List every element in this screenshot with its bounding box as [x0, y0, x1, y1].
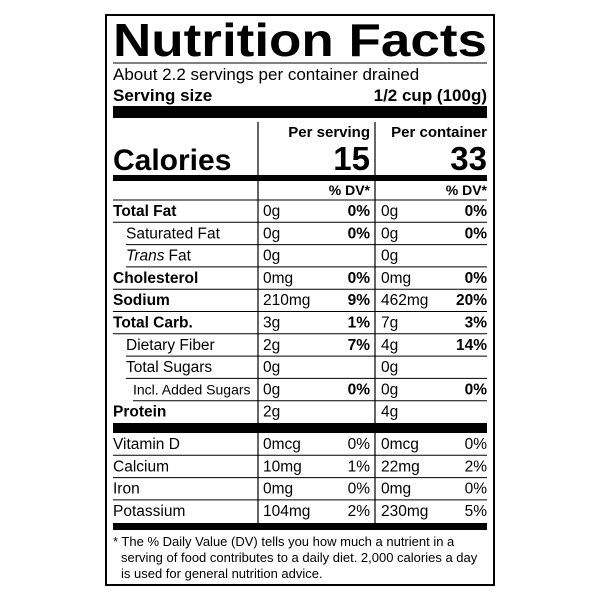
amount: 2g: [263, 404, 280, 421]
amount: 0g: [263, 359, 280, 376]
daily-value: 0%: [348, 436, 371, 453]
amount: 2g: [263, 337, 280, 354]
amount: 0mg: [381, 481, 411, 498]
thick-bar: [113, 423, 487, 433]
daily-value: 1%: [348, 458, 371, 475]
amount: 0mcg: [381, 436, 419, 453]
nutrient-name: Iron: [113, 481, 140, 498]
nutrient-name-italic: Trans: [126, 248, 165, 265]
medium-bar: [113, 175, 487, 181]
footnote: serving of food contributes to a daily d…: [121, 550, 478, 565]
footnote: is used for general nutrition advice.: [121, 566, 323, 581]
nutrient-name: Vitamin D: [113, 436, 180, 453]
column-header: Per container: [391, 124, 487, 141]
daily-value: 0%: [348, 225, 371, 242]
amount: 10mg: [263, 458, 302, 475]
amount: 104mg: [263, 503, 310, 520]
amount: 0mg: [381, 270, 411, 287]
thick-bar: [113, 106, 487, 118]
serving-size-label: Serving size: [113, 86, 212, 105]
dv-header: % DV*: [329, 182, 371, 198]
amount: 0g: [381, 203, 398, 220]
daily-value: 3%: [465, 315, 488, 332]
amount: 0g: [263, 225, 280, 242]
nutrient-name: Protein: [113, 404, 166, 421]
amount: 0g: [381, 359, 398, 376]
nutrient-name-rest: Fat: [168, 248, 191, 265]
dv-header: % DV*: [446, 182, 488, 198]
nutrient-name: Total Sugars: [126, 359, 212, 376]
nutrient-name: Incl. Added Sugars: [133, 381, 251, 397]
daily-value: 0%: [465, 381, 488, 398]
amount: 4g: [381, 404, 398, 421]
nutrient-name: Saturated Fat: [126, 225, 221, 242]
daily-value: 0%: [465, 203, 488, 220]
footnote: * The % Daily Value (DV) tells you how m…: [113, 534, 455, 549]
serving-size: 1/2 cup (100g): [374, 86, 487, 105]
amount: 0g: [381, 225, 398, 242]
amount: 3g: [263, 315, 280, 332]
daily-value: 0%: [348, 270, 371, 287]
nutrient-name: Cholesterol: [113, 270, 198, 287]
nutrient-name: Total Fat: [113, 203, 176, 220]
calories-value: 33: [450, 140, 487, 177]
amount: 0g: [381, 381, 398, 398]
daily-value: 9%: [348, 292, 371, 309]
daily-value: 0%: [465, 436, 488, 453]
amount: 462mg: [381, 292, 428, 309]
amount: 0mcg: [263, 436, 301, 453]
column-header: Per serving: [288, 124, 370, 141]
amount: 210mg: [263, 292, 310, 309]
daily-value: 0%: [348, 481, 371, 498]
daily-value: 0%: [465, 481, 488, 498]
rows: Total Fat 0g 0% 0g 0% Saturated Fat 0g 0% 0g 0% Tr…: [113, 203, 487, 581]
amount: 0mg: [263, 270, 293, 287]
daily-value: 1%: [348, 315, 371, 332]
amount: 0mg: [263, 481, 293, 498]
amount: 22mg: [381, 458, 420, 475]
calories-label: Calories: [113, 144, 231, 177]
daily-value: 20%: [456, 292, 487, 309]
amount: 0g: [381, 248, 398, 265]
medium-bar: [113, 523, 487, 530]
daily-value: 14%: [456, 337, 487, 354]
daily-value: 0%: [348, 203, 371, 220]
daily-value: 2%: [348, 503, 371, 520]
amount: 7g: [381, 315, 398, 332]
nutrient-name: Potassium: [113, 503, 185, 520]
servings: About 2.2 servings per container drained: [113, 65, 419, 84]
daily-value: 7%: [348, 337, 371, 354]
amount: 0g: [263, 381, 280, 398]
daily-value: 0%: [465, 270, 488, 287]
title: Nutrition Facts: [113, 14, 487, 66]
amount: 0g: [263, 203, 280, 220]
nutrient-name: Dietary Fiber: [126, 337, 215, 354]
daily-value: 2%: [465, 458, 488, 475]
nutrient-name: Sodium: [113, 292, 170, 309]
nutrient-name: Trans Fat: [126, 248, 192, 265]
daily-value: 0%: [465, 225, 488, 242]
daily-value: 5%: [465, 503, 488, 520]
calories-value: 15: [333, 140, 370, 177]
nutrient-name: Calcium: [113, 458, 169, 475]
amount: 4g: [381, 337, 398, 354]
amount: 230mg: [381, 503, 428, 520]
amount: 0g: [263, 248, 280, 265]
nutrient-name: Total Carb.: [113, 315, 193, 332]
daily-value: 0%: [348, 381, 371, 398]
